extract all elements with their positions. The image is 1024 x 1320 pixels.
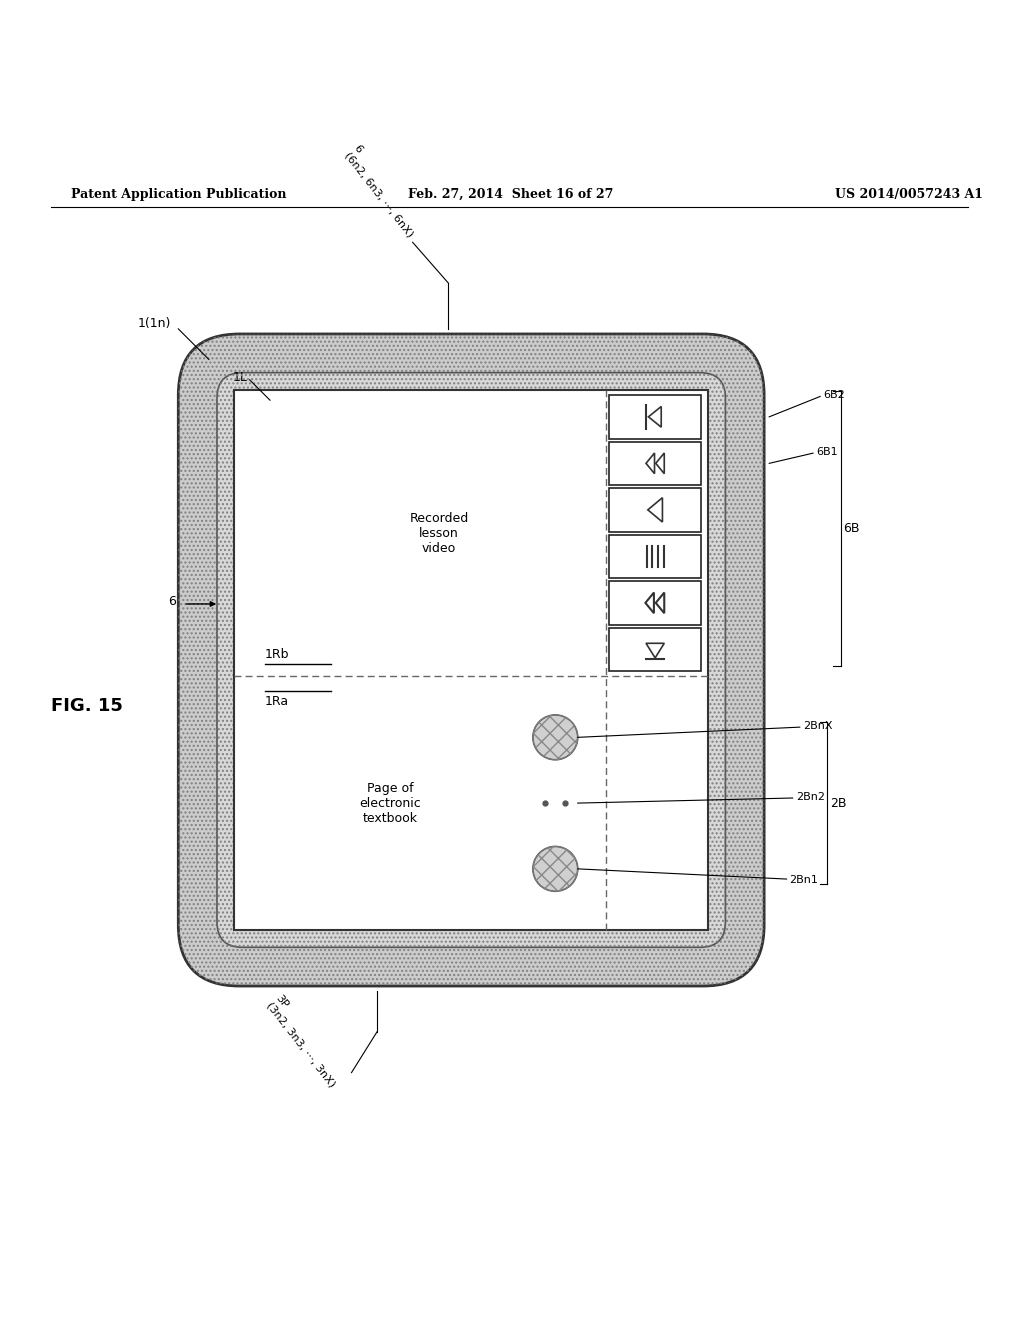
Text: 1Rb: 1Rb xyxy=(265,648,290,661)
Circle shape xyxy=(532,715,578,760)
Text: 2BnX: 2BnX xyxy=(803,721,833,731)
Text: Patent Application Publication: Patent Application Publication xyxy=(72,187,287,201)
Bar xyxy=(609,627,701,671)
Text: 3P
(3n2, 3n3, ⋯, 3nX): 3P (3n2, 3n3, ⋯, 3nX) xyxy=(265,993,346,1089)
Text: 6
(6n2, 6n3, ⋯, 6nX): 6 (6n2, 6n3, ⋯, 6nX) xyxy=(343,143,425,239)
Text: 6B2: 6B2 xyxy=(823,391,845,400)
Bar xyxy=(234,389,709,931)
Text: 6B: 6B xyxy=(844,523,860,535)
Text: 1(1n): 1(1n) xyxy=(138,317,171,330)
Text: 2Bn2: 2Bn2 xyxy=(796,792,824,803)
Bar xyxy=(609,581,701,624)
Text: 2Bn1: 2Bn1 xyxy=(790,875,818,886)
Text: Feb. 27, 2014  Sheet 16 of 27: Feb. 27, 2014 Sheet 16 of 27 xyxy=(408,187,613,201)
Bar xyxy=(609,395,701,438)
Circle shape xyxy=(532,846,578,891)
Text: 6: 6 xyxy=(168,595,176,609)
Text: US 2014/0057243 A1: US 2014/0057243 A1 xyxy=(836,187,983,201)
Text: 1Ra: 1Ra xyxy=(265,694,289,708)
Bar xyxy=(609,488,701,532)
Bar xyxy=(609,442,701,484)
Bar xyxy=(609,535,701,578)
Text: 1L: 1L xyxy=(232,371,248,384)
Text: FIG. 15: FIG. 15 xyxy=(51,697,123,715)
Text: 6B1: 6B1 xyxy=(816,447,838,457)
Text: Recorded
lesson
video: Recorded lesson video xyxy=(410,512,469,554)
Text: Page of
electronic
textbook: Page of electronic textbook xyxy=(359,781,422,825)
Text: 2B: 2B xyxy=(830,796,847,809)
FancyBboxPatch shape xyxy=(178,334,764,986)
FancyBboxPatch shape xyxy=(217,372,725,948)
